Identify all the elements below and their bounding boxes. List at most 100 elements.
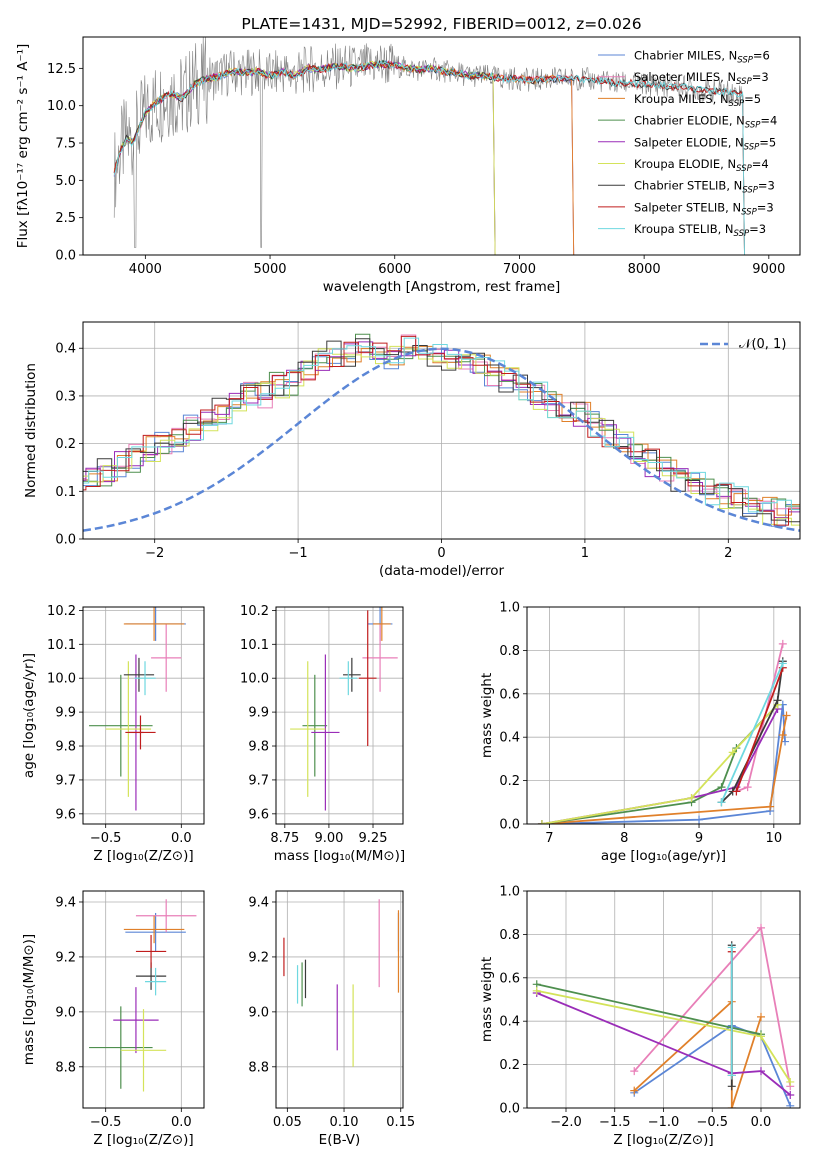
axes-mass_vs_ebv: 0.05 0.10 0.15 8.8 9.0 9.2 9.4 E(B-V): [248, 890, 415, 1148]
y-tick-label: 9.8: [55, 740, 76, 755]
weight-marker: [773, 696, 782, 705]
axes-age_vs_mass: 8.75 9.00 9.25 9.6 9.7 9.8 9.9 10.0 10.1 10.2 mass…: [240, 604, 405, 864]
y-tick-label: 1.0: [499, 885, 520, 900]
y-tick-label: 0.0: [499, 818, 520, 833]
weight-marker: [778, 731, 787, 740]
x-tick-label: −1.0: [648, 1115, 680, 1130]
x-axis-label: age [log₁₀(age/yr)]: [601, 848, 726, 864]
x-tick-label: 0.0: [171, 1115, 192, 1130]
axes-residuals: −2 −1 0 1 2 0.0 0.1 0.2 0.3 0.4 (data-model)/error…: [23, 321, 801, 579]
legend-entry-sub: SSP: [734, 229, 750, 239]
x-axis-label: (data-model)/error: [379, 563, 505, 579]
y-tick-label: 0.6: [499, 687, 520, 702]
axes-frame: [275, 606, 404, 825]
plot-area-weight_vs_Z: [532, 923, 795, 1108]
y-tick-label: 0.4: [55, 342, 76, 357]
y-tick-label: 12.5: [47, 62, 76, 77]
weight-marker: [717, 798, 726, 807]
histogram-step-8: [83, 337, 800, 513]
x-tick-label: 8: [620, 831, 628, 846]
x-tick-label: 10: [766, 831, 783, 846]
chart-title: PLATE=1431, MJD=52992, FIBERID=0012, z=0…: [241, 15, 641, 33]
weight-line-7: [735, 667, 784, 792]
legend-entry-sub: SSP: [736, 164, 752, 174]
legend-entry-label: Chabrier ELODIE, N: [634, 114, 745, 128]
weight-marker: [757, 1032, 765, 1041]
weight-marker: [757, 1067, 765, 1076]
x-tick-label: −0.5: [90, 831, 122, 846]
x-axis-label: mass [log₁₀(M/M⊙)]: [274, 848, 405, 864]
y-tick-label: 10.1: [47, 638, 76, 653]
x-tick-label: 9.00: [314, 831, 343, 846]
plot-area-mass_vs_Z: [89, 899, 197, 1092]
axes-age_vs_Z: −0.5 0.0 9.6 9.7 9.8 9.9 10.0 10.1 10.2 Z [log₁₀(…: [21, 604, 205, 864]
y-tick-label: 0.6: [499, 971, 520, 986]
y-tick-label: 2.5: [55, 211, 76, 226]
legend-entry-sub: SSP: [729, 99, 745, 109]
y-tick-label: 9.4: [55, 895, 76, 910]
axes-mass_vs_Z: −0.5 0.0 8.8 9.0 9.2 9.4 Z [log₁₀(Z/Z⊙)] mass […: [21, 890, 205, 1148]
x-axis-label: E(B-V): [319, 1132, 361, 1148]
weight-marker: [757, 1012, 765, 1021]
weight-line-5: [541, 703, 779, 824]
legend-entry: 𝒩(0, 1): [739, 337, 786, 352]
y-tick-label: 10.0: [240, 672, 269, 687]
y-tick-label: 0.0: [55, 533, 76, 548]
legend-entry: Kroupa ELODIE, NSSP=4: [634, 157, 769, 174]
x-tick-label: 0.0: [751, 1115, 772, 1130]
x-tick-label: −2.0: [550, 1115, 582, 1130]
y-tick-label: 10.1: [240, 638, 269, 653]
x-tick-label: 8.75: [270, 831, 299, 846]
histogram-step-4: [83, 341, 800, 518]
y-axis-label: age [log₁₀(age/yr)]: [21, 653, 37, 778]
legend-entry: Chabrier MILES, NSSP=6: [634, 49, 770, 66]
y-tick-label: 9.7: [55, 773, 76, 788]
weight-line-4: [536, 992, 791, 1096]
weight-marker: [727, 943, 736, 952]
plot-area-residuals: [83, 333, 800, 532]
y-tick-label: 8.8: [55, 1060, 76, 1075]
y-tick-label: 9.9: [55, 706, 76, 721]
histogram-step-5: [83, 345, 800, 526]
x-axis-label: Z [log₁₀(Z/Z⊙)]: [93, 1132, 193, 1148]
x-tick-label: 7: [545, 831, 553, 846]
plot-area-age_vs_Z: [89, 607, 186, 811]
y-tick-label: 9.9: [248, 706, 269, 721]
legend-entry-label: Salpeter STELIB, N: [634, 200, 741, 214]
x-tick-label: 8000: [628, 262, 661, 277]
y-tick-label: 0.8: [499, 644, 520, 659]
weight-marker: [757, 923, 765, 932]
y-tick-label: 9.0: [248, 1005, 269, 1020]
weight-marker: [532, 986, 541, 995]
x-tick-label: 0.10: [330, 1115, 359, 1130]
legend-entry-sub: SSP: [741, 207, 757, 217]
weight-marker: [630, 1067, 639, 1076]
weight-marker: [786, 1101, 795, 1108]
histogram-step-2: [83, 345, 800, 516]
y-axis-label: Normed distribution: [23, 363, 39, 498]
y-tick-label: 9.8: [248, 740, 269, 755]
model-line-8: [113, 60, 745, 255]
y-tick-label: 9.6: [248, 807, 269, 822]
weight-line-2: [633, 999, 762, 1108]
axes-weight_vs_age: 7 8 9 10 0.0 0.2 0.4 0.6 0.8 1.0 age [log₁₀(age/yr…: [479, 601, 801, 864]
y-tick-label: 0.3: [55, 389, 76, 404]
legend-entry-label: Salpeter MILES, N: [634, 70, 736, 84]
weight-marker: [743, 783, 752, 792]
weight-marker: [717, 783, 726, 792]
x-axis-label: Z [log₁₀(Z/Z⊙)]: [93, 848, 193, 864]
weight-marker: [782, 711, 791, 720]
x-tick-label: 9.25: [359, 831, 388, 846]
x-tick-label: −1.5: [599, 1115, 631, 1130]
y-tick-label: 0.1: [55, 485, 76, 500]
plot-area-spectrum: [113, 37, 745, 255]
x-tick-label: −1: [289, 546, 308, 561]
x-tick-label: −0.5: [696, 1115, 728, 1130]
y-tick-label: 9.4: [248, 895, 269, 910]
axes-frame: [82, 36, 801, 256]
legend-entry: Salpeter STELIB, NSSP=3: [634, 200, 774, 217]
legend-entry-count: =3: [758, 179, 775, 193]
y-axis-label: mass [log₁₀(M/M⊙)]: [21, 934, 37, 1065]
model-line-5: [113, 60, 496, 255]
